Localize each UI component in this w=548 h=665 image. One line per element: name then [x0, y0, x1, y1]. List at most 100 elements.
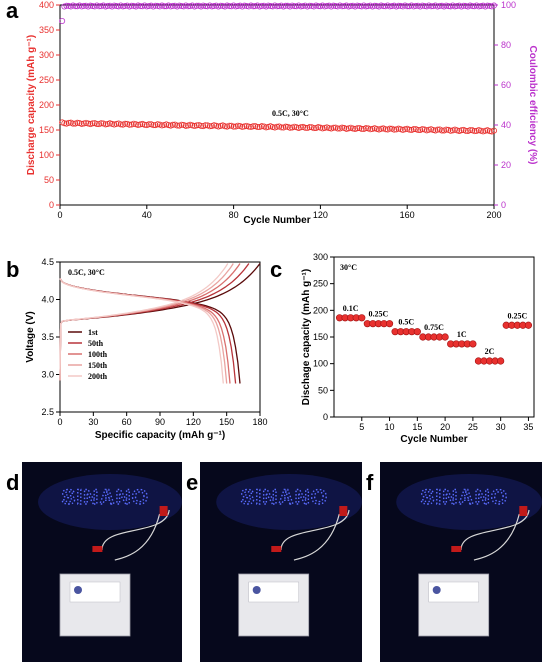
- chart-a-xtick-label: 80: [229, 210, 239, 220]
- capacity-point: [230, 123, 237, 130]
- capacity-point: [126, 121, 133, 128]
- efficiency-point: [128, 2, 135, 9]
- capacity-point: [402, 126, 409, 133]
- capacity-point: [206, 123, 213, 130]
- capacity-point: [343, 125, 350, 132]
- wire: [460, 509, 530, 551]
- chart-a-ytick-label: 50: [44, 175, 54, 185]
- photo-panels: SINANO SINANO SINANO: [22, 462, 542, 662]
- chart-a-xlabel: Cycle Number: [243, 215, 310, 226]
- capacity-point: [302, 124, 309, 131]
- chart-a-ytick-label: 350: [39, 25, 54, 35]
- capacity-point: [362, 125, 369, 132]
- photo-f: SINANO: [380, 462, 542, 662]
- chart-a-y2tick-label: 0: [501, 200, 506, 210]
- rate-label: 0.5C: [398, 318, 414, 327]
- chart-c-xtick-label: 25: [468, 422, 478, 432]
- efficiency-point: [78, 3, 85, 10]
- capacity-point: [287, 124, 294, 131]
- efficiency-point: [315, 3, 322, 10]
- efficiency-point: [258, 2, 265, 9]
- efficiency-point: [145, 2, 152, 9]
- capacity-point: [410, 126, 417, 133]
- capacity-point: [282, 123, 289, 130]
- chart-a-frame: [59, 4, 495, 206]
- capacity-point: [70, 120, 77, 127]
- efficiency-point: [306, 2, 313, 9]
- efficiency-point: [169, 2, 176, 9]
- cell-label: [69, 581, 121, 603]
- chart-c-ytick-label: 300: [313, 252, 328, 262]
- capacity-point: [250, 123, 257, 130]
- chart-c-xtick-label: 15: [412, 422, 422, 432]
- efficiency-point: [122, 3, 129, 10]
- efficiency-point: [111, 2, 118, 9]
- rate-label: 0.25C: [369, 310, 389, 319]
- alligator-clip: [451, 546, 462, 552]
- charge-curve-200th: [59, 263, 229, 381]
- efficiency-point: [332, 2, 339, 9]
- capacity-point: [339, 124, 346, 131]
- chart-b-xtick-label: 120: [186, 417, 201, 427]
- photo-glow: [216, 474, 362, 530]
- capacity-point: [89, 120, 96, 127]
- capacity-point: [158, 122, 165, 129]
- legend-label: 100th: [88, 350, 108, 359]
- efficiency-point: [454, 3, 461, 10]
- capacity-point: [278, 124, 285, 131]
- efficiency-point: [80, 2, 87, 9]
- capacity-point: [234, 122, 241, 129]
- efficiency-point: [200, 2, 207, 9]
- capacity-point: [198, 122, 205, 129]
- legend-label: 150th: [88, 361, 108, 370]
- chart-c-ytick-label: 100: [313, 359, 328, 369]
- efficiency-point: [193, 2, 200, 9]
- photo-glow: [38, 474, 182, 530]
- rate-point: [524, 321, 533, 329]
- capacity-point: [334, 125, 341, 132]
- capacity-point: [297, 124, 304, 131]
- efficiency-point: [445, 3, 452, 10]
- efficiency-point: [490, 2, 497, 9]
- capacity-point: [154, 121, 161, 128]
- capacity-point: [137, 121, 144, 128]
- chart-b-xtick-label: 180: [252, 417, 267, 427]
- cell-label: [428, 581, 479, 603]
- efficiency-point: [87, 2, 94, 9]
- capacity-point: [310, 125, 317, 132]
- chart-a-xtick-label: 120: [313, 210, 328, 220]
- capacity-point: [74, 119, 81, 126]
- efficiency-point: [137, 3, 144, 10]
- legend-label: 200th: [88, 372, 108, 381]
- capacity-point: [443, 126, 450, 133]
- chart-a-y2tick-label: 20: [501, 160, 511, 170]
- alligator-clip: [92, 546, 103, 552]
- capacity-point: [349, 125, 356, 132]
- capacity-point: [306, 124, 313, 131]
- capacity-point: [202, 122, 209, 129]
- panel-label-e: e: [186, 470, 198, 495]
- capacity-point: [326, 125, 333, 132]
- chart-c-xtick-label: 5: [359, 422, 364, 432]
- chart-c-xtick-label: 20: [440, 422, 450, 432]
- panel-label-f: f: [366, 470, 374, 495]
- photo-d: SINANO: [22, 462, 182, 662]
- efficiency-point: [59, 17, 66, 24]
- efficiency-point: [273, 3, 280, 10]
- capacity-point: [447, 127, 454, 134]
- efficiency-point: [395, 2, 402, 9]
- chart-a: Cycle Number Discharge capacity (mAh g⁻¹…: [26, 0, 538, 226]
- efficiency-point: [380, 3, 387, 10]
- efficiency-point: [477, 2, 484, 9]
- capacity-point: [102, 121, 109, 128]
- rate-label: 0.75C: [424, 323, 444, 332]
- efficiency-point: [119, 3, 126, 10]
- capacity-point: [490, 127, 497, 134]
- efficiency-point: [176, 2, 183, 9]
- wire: [114, 513, 161, 561]
- wire: [280, 509, 350, 551]
- alligator-clip: [271, 546, 282, 552]
- efficiency-point: [72, 3, 79, 10]
- chart-a-ytick-label: 300: [39, 50, 54, 60]
- efficiency-point: [291, 3, 298, 10]
